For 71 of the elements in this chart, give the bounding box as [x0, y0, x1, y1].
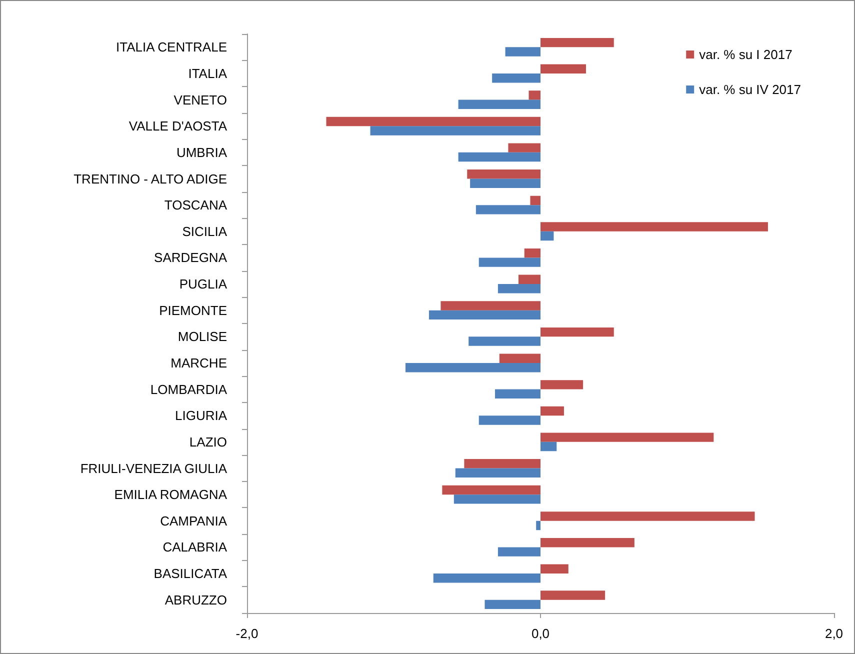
y-tick-label: LOMBARDIA: [150, 382, 228, 397]
y-tick-label: TOSCANA: [164, 198, 228, 213]
bar: [440, 301, 540, 310]
bar: [518, 274, 540, 284]
bar: [540, 222, 768, 232]
legend-label: var. % su I 2017: [699, 47, 792, 62]
y-tick-label: CALABRIA: [162, 540, 228, 555]
bar: [470, 178, 540, 188]
bar: [540, 38, 614, 48]
bar: [458, 100, 540, 110]
y-tick-label: CAMPANIA: [160, 513, 228, 528]
x-tick-label: 2,0: [824, 626, 844, 641]
bar: [540, 512, 755, 521]
y-tick-label: TRENTINO - ALTO ADIGE: [74, 171, 228, 186]
bar: [530, 196, 540, 206]
bar: [528, 90, 540, 100]
y-tick-label: FRIULI-VENEZIA GIULIA: [80, 460, 228, 476]
bar: [476, 205, 540, 214]
bar: [540, 406, 564, 416]
bar: [540, 442, 557, 452]
y-tick-label: PUGLIA: [179, 276, 228, 292]
bar: [478, 258, 540, 267]
bar: [499, 354, 540, 363]
y-tick-label: ITALIA CENTRALE: [116, 40, 228, 55]
bar: [524, 248, 540, 258]
bar: [492, 73, 540, 83]
y-tick-label: SICILIA: [182, 224, 228, 239]
bar: [498, 284, 540, 294]
y-tick-label: VALLE D'AOSTA: [128, 118, 228, 134]
bar: [370, 126, 540, 136]
y-tick-label: LAZIO: [189, 434, 227, 450]
bar: [540, 64, 586, 74]
bar: [484, 600, 540, 610]
bar: [540, 538, 634, 548]
x-tick-label: 0,0: [531, 626, 550, 641]
bar: [478, 416, 540, 425]
y-tick-label: SARDEGNA: [154, 250, 228, 266]
bar: [458, 152, 540, 162]
bar: [498, 547, 540, 556]
y-tick-label: PIEMONTE: [159, 302, 228, 318]
bar: [495, 389, 540, 399]
y-tick-label: VENETO: [174, 92, 227, 108]
y-tick-label: MOLISE: [178, 329, 228, 344]
bar: [540, 564, 568, 574]
bar: [455, 468, 540, 478]
y-tick-label: EMILIA ROMAGNA: [114, 487, 228, 502]
bar: [464, 459, 540, 468]
bar: [428, 310, 540, 320]
bar: [505, 47, 540, 56]
y-tick-label: MARCHE: [170, 355, 228, 370]
bar: [433, 574, 540, 583]
bar: [540, 432, 714, 442]
bar: [540, 380, 584, 390]
y-tick-label: BASILICATA: [154, 566, 228, 582]
y-tick-label: ITALIA: [188, 66, 228, 81]
bar: [536, 520, 540, 530]
y-tick-label: UMBRIA: [176, 144, 228, 160]
bar: [442, 485, 540, 495]
bar: [467, 170, 540, 179]
bar: [508, 143, 540, 152]
bar: [405, 362, 540, 372]
x-tick-label: -2,0: [236, 626, 258, 641]
bar: [540, 590, 606, 600]
bar: [468, 336, 540, 346]
y-tick-label: ABRUZZO: [164, 592, 227, 608]
bar: [540, 231, 554, 241]
bar: [454, 494, 540, 504]
bar: [326, 116, 540, 126]
y-tick-label: LIGURIA: [174, 408, 228, 424]
legend-label: var. % su IV 2017: [699, 82, 802, 97]
bar: [540, 327, 614, 337]
